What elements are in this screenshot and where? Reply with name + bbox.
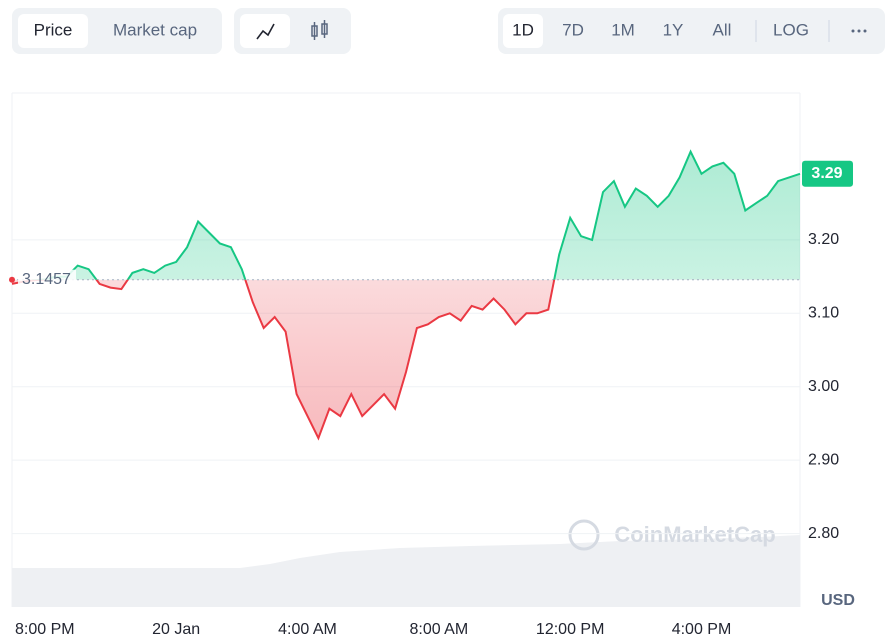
more-button[interactable] <box>851 29 867 33</box>
x-tick-label: 12:00 PM <box>536 621 604 637</box>
currency-label: USD <box>821 592 855 609</box>
baseline-dot <box>9 276 15 283</box>
tab[interactable]: Market cap <box>113 20 197 39</box>
x-tick-label: 8:00 PM <box>15 621 75 637</box>
x-tick-label: 4:00 AM <box>278 621 337 637</box>
range-tab[interactable]: 1D <box>512 20 534 39</box>
volume-area <box>12 535 800 607</box>
y-tick-label: 3.00 <box>808 378 839 395</box>
range-tab[interactable]: 1M <box>611 20 635 39</box>
y-tick-label: 2.90 <box>808 451 839 468</box>
active-range <box>503 14 543 48</box>
y-tick-label: 2.80 <box>808 525 839 542</box>
price-line-up <box>29 149 801 280</box>
y-tick-label: 3.10 <box>808 305 839 322</box>
range-tab[interactable]: 1Y <box>663 20 684 39</box>
range-tab[interactable]: All <box>713 20 732 39</box>
watermark: CoinMarketCap <box>614 522 775 547</box>
tab[interactable]: Price <box>34 20 73 39</box>
baseline-label: 3.1457 <box>22 271 71 288</box>
y-tick-label: 3.20 <box>808 231 839 248</box>
log-button[interactable]: LOG <box>773 20 809 39</box>
active-tab <box>18 14 88 48</box>
line-button[interactable] <box>240 14 290 48</box>
candle-icon[interactable] <box>311 20 328 40</box>
area-down <box>12 279 800 439</box>
x-tick-label: 20 Jan <box>152 621 200 637</box>
price-line-down <box>11 279 556 441</box>
baseline-label-bg <box>18 269 76 290</box>
line-icon <box>256 23 275 40</box>
x-tick-label: 4:00 PM <box>672 621 732 637</box>
range-group <box>498 8 885 54</box>
range-tab[interactable]: 7D <box>562 20 584 39</box>
x-tick-label: 8:00 AM <box>409 621 468 637</box>
price-badge <box>802 160 853 187</box>
watermark-logo <box>568 519 600 551</box>
price-badge-label: 3.29 <box>811 165 842 182</box>
